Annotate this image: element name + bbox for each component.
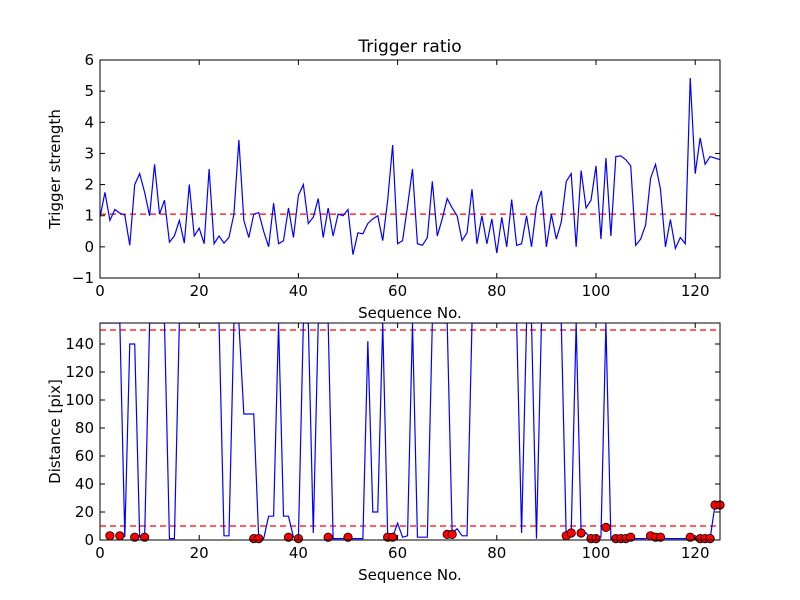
y-tick-label: 0 (84, 531, 94, 549)
axes-frame (99, 59, 721, 279)
data-marker (105, 531, 115, 541)
x-axis-label: Sequence No. (358, 566, 462, 584)
data-marker (601, 522, 611, 533)
x-tick-label: 120 (681, 544, 710, 562)
data-marker (655, 532, 666, 542)
chart-title: Trigger ratio (357, 37, 461, 57)
y-tick-label: 60 (75, 447, 94, 465)
data-marker (566, 528, 576, 538)
y-tick-label: 2 (84, 176, 94, 194)
axes-frame (99, 322, 721, 541)
data-marker (685, 532, 695, 542)
data-marker (323, 532, 333, 542)
x-tick-label: 60 (388, 282, 407, 300)
data-marker (283, 532, 294, 542)
data-marker (447, 529, 457, 540)
y-tick-label: 1 (84, 207, 94, 225)
data-marker (130, 532, 140, 542)
y-tick-label: −1 (72, 269, 94, 287)
x-tick-label: 100 (582, 282, 611, 300)
y-tick-label: 4 (84, 113, 94, 131)
y-tick-label: 100 (65, 391, 94, 409)
y-tick-label: 80 (75, 419, 94, 437)
x-tick-label: 20 (190, 544, 209, 562)
data-marker (254, 533, 264, 544)
data-marker (388, 532, 398, 542)
series-line (100, 323, 720, 540)
x-tick-label: 80 (487, 282, 506, 300)
y-tick-label: 3 (84, 144, 94, 162)
distance-chart: 0 20 40 60 80 100 120 0 20 40 60 80 100 120 140 Sequenc… (46, 322, 725, 584)
x-tick-label: 0 (95, 282, 105, 300)
x-tick-label: 0 (95, 544, 105, 562)
data-marker (115, 531, 125, 541)
x-tick-label: 100 (582, 544, 611, 562)
plot-area (100, 323, 720, 540)
x-tick-label: 40 (289, 544, 308, 562)
y-tick-label: 6 (84, 51, 94, 69)
data-marker (705, 533, 715, 544)
x-tick-label: 40 (289, 282, 308, 300)
x-tick-label: 60 (388, 544, 407, 562)
y-tick-label: 5 (84, 82, 94, 100)
data-marker (626, 532, 636, 542)
y-tick-label: 140 (65, 335, 94, 353)
y-tick-label: 40 (75, 475, 94, 493)
x-tick-label: 120 (681, 282, 710, 300)
plot-area (100, 78, 720, 255)
data-marker (140, 532, 150, 542)
x-tick-label: 80 (487, 544, 506, 562)
y-axis-label: Trigger strength (46, 109, 64, 230)
data-marker (343, 532, 353, 542)
x-axis-label: Sequence No. (358, 304, 462, 322)
x-tick-label: 20 (190, 282, 209, 300)
data-marker (576, 528, 586, 538)
series-line (100, 78, 720, 255)
y-axis-label: Distance [pix] (46, 379, 64, 484)
y-tick-label: 120 (65, 363, 94, 381)
y-tick-label: 0 (84, 238, 94, 256)
y-tick-label: 20 (75, 503, 94, 521)
